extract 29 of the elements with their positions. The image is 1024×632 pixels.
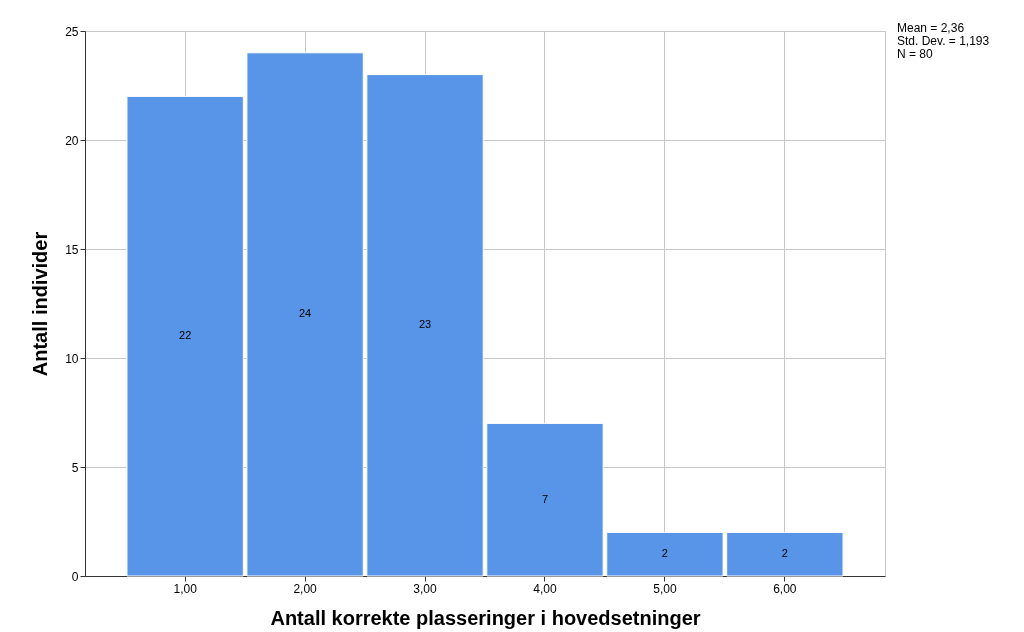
x-axis-title: Antall korrekte plasseringer i hovedsetninger	[270, 606, 701, 629]
text: Std. Dev. = 1,193	[897, 34, 990, 48]
y-tick-label: 10	[65, 351, 79, 366]
data-label: 24	[298, 307, 312, 320]
data-label: 2	[781, 547, 788, 560]
bar	[726, 531, 844, 577]
y-tick-label: 25	[65, 24, 79, 39]
y-tick-label: 5	[71, 460, 79, 475]
x-tick-label: 2,00	[293, 581, 318, 596]
data-label: 22	[179, 329, 192, 342]
y-tick-label: 15	[65, 242, 79, 257]
x-tick-label: 4,00	[533, 581, 557, 596]
x-tick-label: 5,00	[653, 581, 677, 596]
y-axis-title: Antall individer	[29, 231, 52, 377]
bar	[606, 531, 724, 577]
text: Mean = 2,36	[897, 21, 965, 35]
x-tick-label: 6,00	[773, 581, 797, 596]
data-label: 7	[541, 492, 549, 505]
data-label: 23	[418, 318, 432, 331]
bar	[486, 422, 604, 577]
text: N = 80	[897, 47, 934, 61]
bar	[246, 52, 364, 577]
y-tick-label: 0	[71, 569, 79, 584]
bar	[366, 74, 484, 577]
x-tick-label: 3,00	[413, 581, 438, 596]
x-tick-label: 1,00	[173, 581, 198, 596]
bar	[126, 95, 244, 577]
y-tick-label: 20	[65, 133, 79, 148]
data-label: 2	[661, 547, 668, 560]
